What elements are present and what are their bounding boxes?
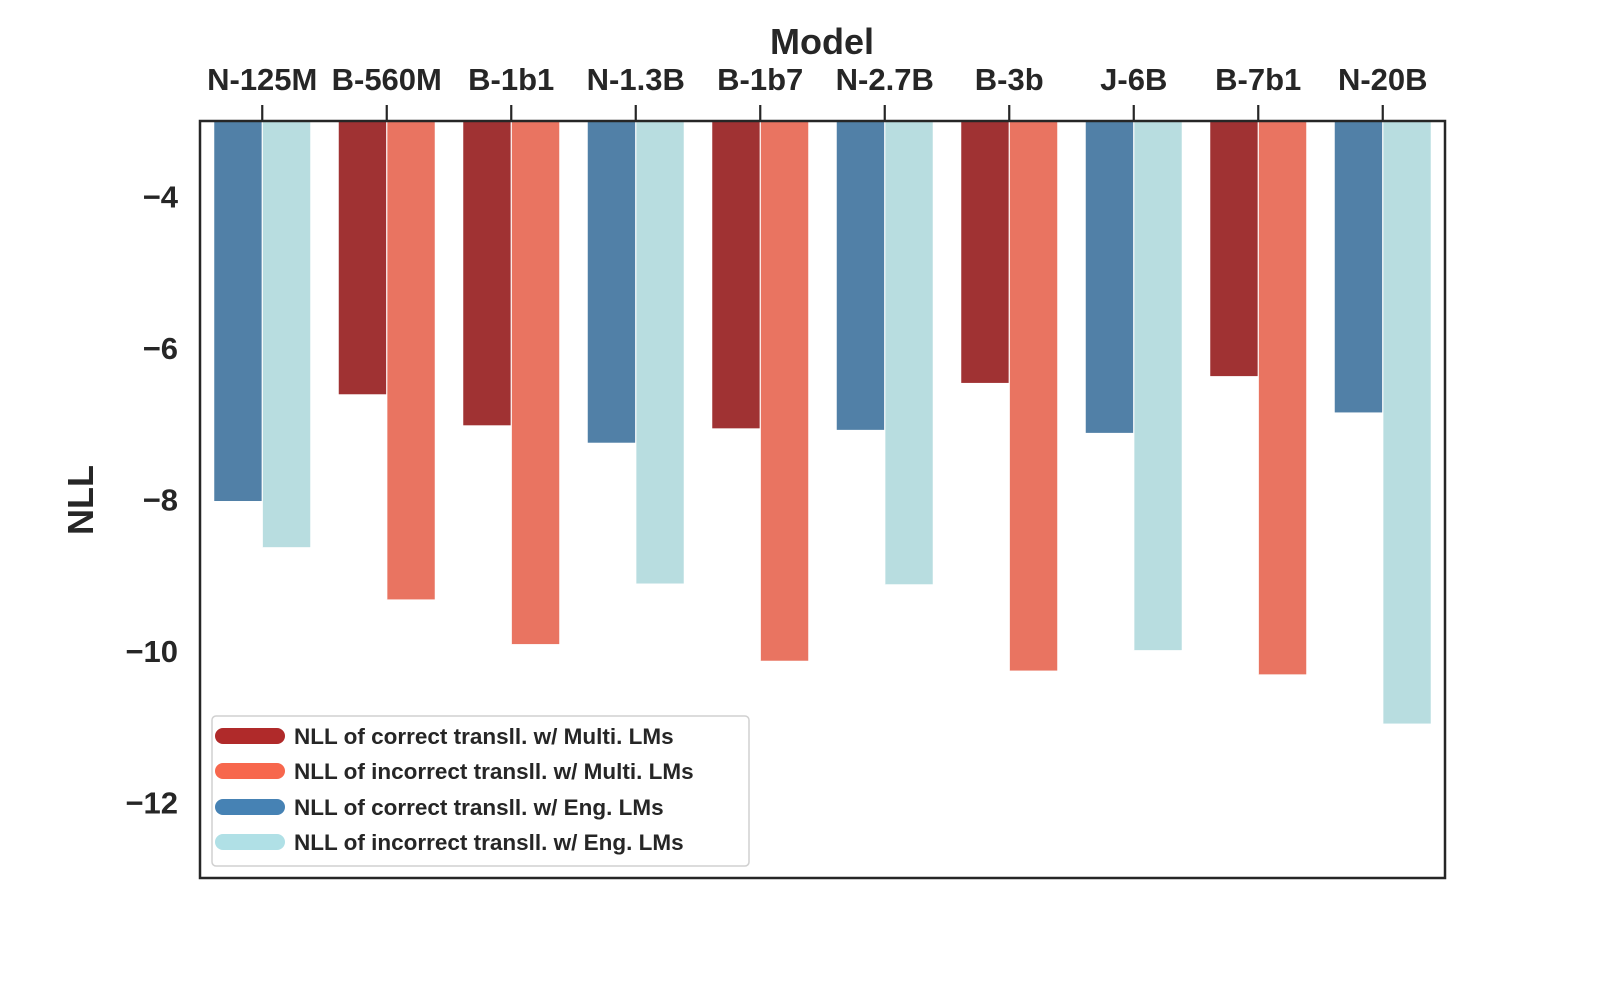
plot-frame — [198, 119, 1447, 880]
bar-incorrect-n-125m — [262, 121, 311, 548]
bar-correct-b-560m — [338, 121, 387, 395]
legend-label-multi-correct: NLL of correct transll. w/ Multi. LMs — [294, 724, 674, 749]
y-tick-label-neg8: −8 — [143, 483, 178, 518]
legend: NLL of correct transll. w/ Multi. LMs NL… — [211, 715, 750, 867]
x-tick-label-b-1b1: B-1b1 — [468, 62, 554, 97]
x-tick-label-b-1b7: B-1b7 — [717, 62, 803, 97]
x-tick-label-b-560m: B-560M — [332, 62, 442, 97]
bar-incorrect-j-6b — [1133, 121, 1182, 651]
bar-incorrect-b-3b — [1009, 121, 1058, 671]
y-ticks-group: −4 −6 −8 −10 −12 — [125, 180, 178, 821]
bar-correct-b-3b — [961, 121, 1010, 383]
x-tick-label-b-3b: B-3b — [975, 62, 1044, 97]
x-tick-label-b-7b1: B-7b1 — [1215, 62, 1301, 97]
bars-group — [214, 121, 1431, 724]
bar-incorrect-n-20b — [1382, 121, 1431, 724]
bar-correct-b-7b1 — [1210, 121, 1259, 377]
bar-correct-n-1-3b — [587, 121, 636, 443]
y-axis-title: NLL — [60, 465, 101, 535]
legend-label-multi-incorrect: NLL of incorrect transll. w/ Multi. LMs — [294, 759, 694, 784]
y-tick-label-neg6: −6 — [143, 331, 178, 366]
bar-incorrect-n-1-3b — [635, 121, 684, 584]
x-tick-label-j-6b: J-6B — [1100, 62, 1167, 97]
y-tick-label-neg12: −12 — [125, 785, 178, 820]
bar-correct-n-20b — [1334, 121, 1383, 413]
bar-correct-b-1b1 — [463, 121, 512, 426]
legend-box — [211, 715, 750, 867]
x-axis-title: Model — [770, 21, 874, 62]
bar-incorrect-b-1b1 — [511, 121, 560, 645]
bar-correct-n-125m — [214, 121, 263, 502]
x-tick-label-n-125m: N-125M — [207, 62, 317, 97]
bar-correct-n-2-7b — [836, 121, 885, 430]
bar-correct-b-1b7 — [712, 121, 761, 429]
x-tick-label-n-20b: N-20B — [1338, 62, 1428, 97]
x-ticks-group: N-125M B-560M B-1b1 N-1.3B B-1b7 N-2.7B B-3b J-… — [207, 62, 1428, 121]
legend-label-eng-incorrect: NLL of incorrect transll. w/ Eng. LMs — [294, 830, 684, 855]
legend-label-eng-correct: NLL of correct transll. w/ Eng. LMs — [294, 795, 664, 820]
x-tick-label-n-2-7b: N-2.7B — [836, 62, 934, 97]
bar-incorrect-b-1b7 — [760, 121, 809, 661]
bar-incorrect-b-7b1 — [1258, 121, 1307, 675]
x-tick-label-n-1-3b: N-1.3B — [587, 62, 685, 97]
bar-incorrect-n-2-7b — [884, 121, 933, 585]
bar-correct-j-6b — [1085, 121, 1134, 433]
bar-incorrect-b-560m — [386, 121, 435, 600]
y-tick-label-neg10: −10 — [125, 634, 178, 669]
y-tick-label-neg4: −4 — [143, 180, 179, 215]
